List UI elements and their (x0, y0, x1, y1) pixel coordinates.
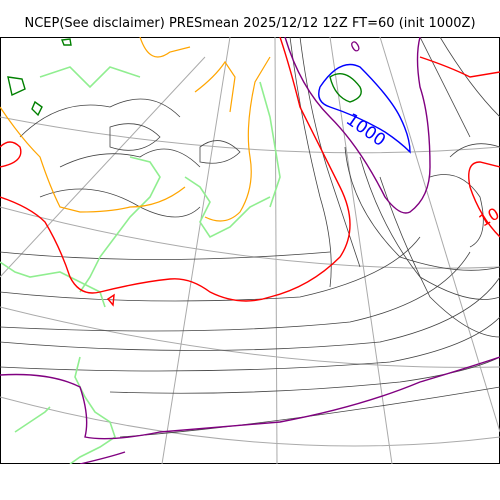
isobar (109, 356, 500, 394)
isobar-red (419, 56, 500, 78)
isobar-purple (0, 356, 500, 440)
isobar-green (61, 38, 72, 46)
graticule-parallel (0, 116, 500, 154)
isobar-green (7, 76, 26, 96)
isobar-green (31, 100, 43, 117)
isobar (439, 37, 500, 118)
isobar-red (0, 37, 351, 302)
isobar-blue (318, 63, 411, 154)
isobar-purple (284, 37, 431, 214)
map-title: NCEP(See disclaimer) PRESmean 2025/12/12… (24, 16, 476, 31)
isobar (0, 251, 471, 332)
isobar (449, 143, 500, 158)
isobar (0, 251, 331, 260)
isobars-green (7, 38, 362, 117)
isobar-purple (79, 451, 126, 464)
isobar (0, 276, 500, 351)
isobar (289, 37, 332, 288)
isobars-purple (0, 37, 500, 464)
graticule-meridian (274, 37, 278, 464)
isobar (419, 37, 471, 138)
isobar (299, 37, 361, 268)
graticule-meridian (379, 37, 500, 433)
coast-segment (39, 66, 141, 89)
coast-segment (259, 81, 281, 208)
graticule (0, 37, 500, 464)
isobar (379, 176, 500, 338)
isobar (199, 140, 241, 164)
isobar-green (329, 73, 362, 103)
isobar-orange (194, 60, 236, 113)
isobar (429, 174, 484, 248)
isobar-red (468, 161, 500, 238)
isobar-orange (139, 37, 191, 58)
isobar-red (0, 141, 22, 168)
isobar (59, 148, 201, 168)
isobar (359, 156, 500, 300)
coast-segment (69, 356, 116, 464)
isobars-red (0, 37, 500, 307)
coast-segment (14, 406, 51, 433)
isobar (109, 123, 161, 151)
isobar-orange (204, 56, 271, 222)
graticule-parallel (0, 396, 500, 447)
isobar (344, 146, 500, 271)
graticule-meridian (0, 56, 206, 278)
coast-segment (79, 156, 161, 293)
coast-segment (184, 176, 271, 239)
graticule-meridian (161, 37, 231, 464)
isobars-orange (0, 37, 271, 222)
isobar-blue-1000 (318, 63, 411, 154)
isobar (119, 386, 500, 438)
isobar (0, 316, 500, 372)
isobars (0, 37, 500, 438)
graticule-parallel (0, 306, 500, 368)
isobar-red (106, 293, 115, 307)
graticule-meridian (329, 37, 393, 464)
isobar (19, 98, 181, 138)
pressure-map: 1000 10 0 (0, 37, 500, 464)
isobar-orange (0, 106, 186, 213)
